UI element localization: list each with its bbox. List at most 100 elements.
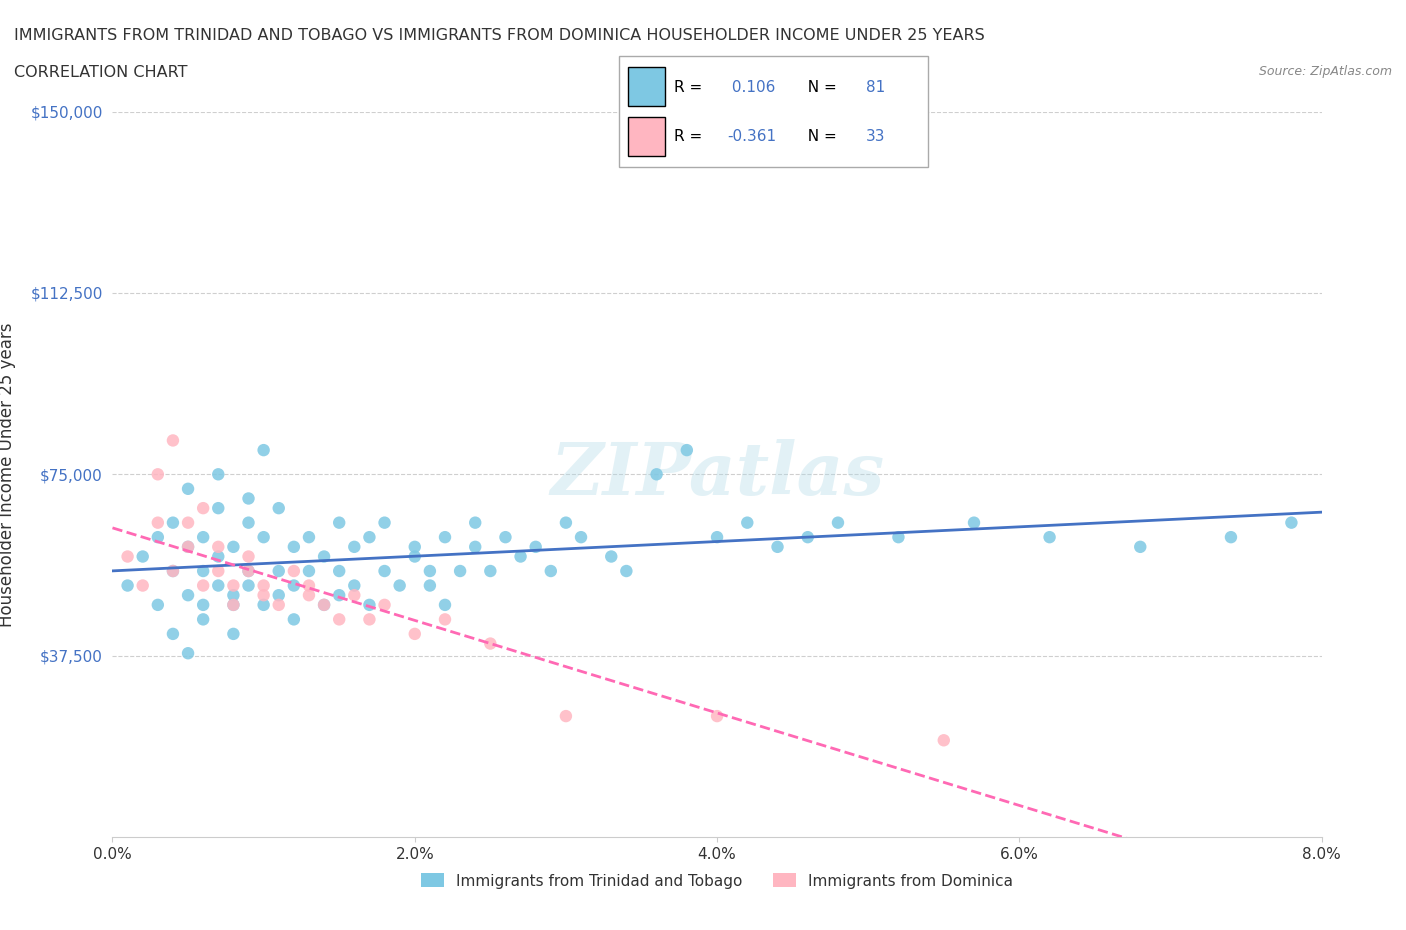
Point	[283, 578, 305, 593]
Point	[359, 597, 381, 612]
Text: N =: N =	[799, 128, 842, 143]
Point	[238, 549, 260, 564]
Point	[298, 578, 321, 593]
Point	[177, 588, 200, 603]
Point	[191, 530, 215, 545]
Point	[207, 564, 229, 578]
Point	[464, 539, 486, 554]
Point	[162, 627, 184, 642]
Point	[419, 564, 441, 578]
Point	[1038, 530, 1062, 545]
Point	[222, 588, 245, 603]
Point	[404, 549, 426, 564]
Point	[554, 515, 576, 530]
Point	[388, 578, 411, 593]
Point	[177, 482, 200, 497]
Y-axis label: Householder Income Under 25 years: Householder Income Under 25 years	[0, 322, 17, 627]
Point	[177, 645, 200, 660]
Point	[177, 515, 200, 530]
Point	[238, 515, 260, 530]
Point	[283, 539, 305, 554]
FancyBboxPatch shape	[628, 67, 665, 106]
Point	[162, 515, 184, 530]
Point	[373, 564, 396, 578]
Point	[645, 467, 668, 482]
Point	[283, 612, 305, 627]
Point	[495, 530, 517, 545]
Text: -0.361: -0.361	[727, 128, 776, 143]
Point	[253, 588, 276, 603]
Point	[238, 491, 260, 506]
Point	[222, 627, 245, 642]
Point	[177, 539, 200, 554]
Point	[132, 578, 155, 593]
Point	[328, 564, 350, 578]
Point	[207, 578, 229, 593]
Text: 0.106: 0.106	[727, 80, 775, 95]
Point	[191, 578, 215, 593]
Point	[963, 515, 986, 530]
Point	[328, 612, 350, 627]
Point	[373, 515, 396, 530]
Point	[298, 588, 321, 603]
Point	[146, 467, 169, 482]
Point	[554, 709, 576, 724]
Text: R =: R =	[675, 80, 707, 95]
Point	[404, 539, 426, 554]
Point	[146, 515, 169, 530]
Point	[267, 597, 290, 612]
Point	[207, 467, 229, 482]
Point	[737, 515, 759, 530]
Point	[827, 515, 849, 530]
Point	[253, 597, 276, 612]
Point	[132, 549, 155, 564]
Point	[191, 564, 215, 578]
Point	[328, 588, 350, 603]
Point	[312, 549, 335, 564]
Point	[162, 564, 184, 578]
Point	[312, 597, 335, 612]
Point	[509, 549, 531, 564]
Text: CORRELATION CHART: CORRELATION CHART	[14, 65, 187, 80]
Point	[283, 564, 305, 578]
Point	[328, 515, 350, 530]
Point	[343, 539, 366, 554]
Point	[706, 709, 728, 724]
Point	[267, 564, 290, 578]
Point	[191, 597, 215, 612]
Point	[207, 549, 229, 564]
Point	[146, 530, 169, 545]
Point	[359, 612, 381, 627]
Point	[479, 636, 502, 651]
Point	[253, 578, 276, 593]
Point	[1219, 530, 1241, 545]
Point	[464, 515, 486, 530]
Point	[253, 443, 276, 458]
Point	[298, 530, 321, 545]
Point	[222, 597, 245, 612]
Point	[267, 588, 290, 603]
Point	[343, 588, 366, 603]
Point	[177, 539, 200, 554]
Text: R =: R =	[675, 128, 707, 143]
Point	[267, 500, 290, 515]
Point	[932, 733, 955, 748]
Text: 33: 33	[866, 128, 886, 143]
Point	[253, 530, 276, 545]
Point	[238, 564, 260, 578]
Point	[404, 627, 426, 642]
Point	[479, 564, 502, 578]
Point	[766, 539, 789, 554]
Point	[433, 597, 456, 612]
Point	[524, 539, 547, 554]
Point	[1279, 515, 1302, 530]
Point	[146, 597, 169, 612]
Text: Source: ZipAtlas.com: Source: ZipAtlas.com	[1258, 65, 1392, 78]
FancyBboxPatch shape	[628, 117, 665, 156]
Point	[433, 530, 456, 545]
Point	[373, 597, 396, 612]
Point	[238, 578, 260, 593]
Point	[540, 564, 562, 578]
FancyBboxPatch shape	[619, 56, 928, 167]
Text: IMMIGRANTS FROM TRINIDAD AND TOBAGO VS IMMIGRANTS FROM DOMINICA HOUSEHOLDER INCO: IMMIGRANTS FROM TRINIDAD AND TOBAGO VS I…	[14, 28, 984, 43]
